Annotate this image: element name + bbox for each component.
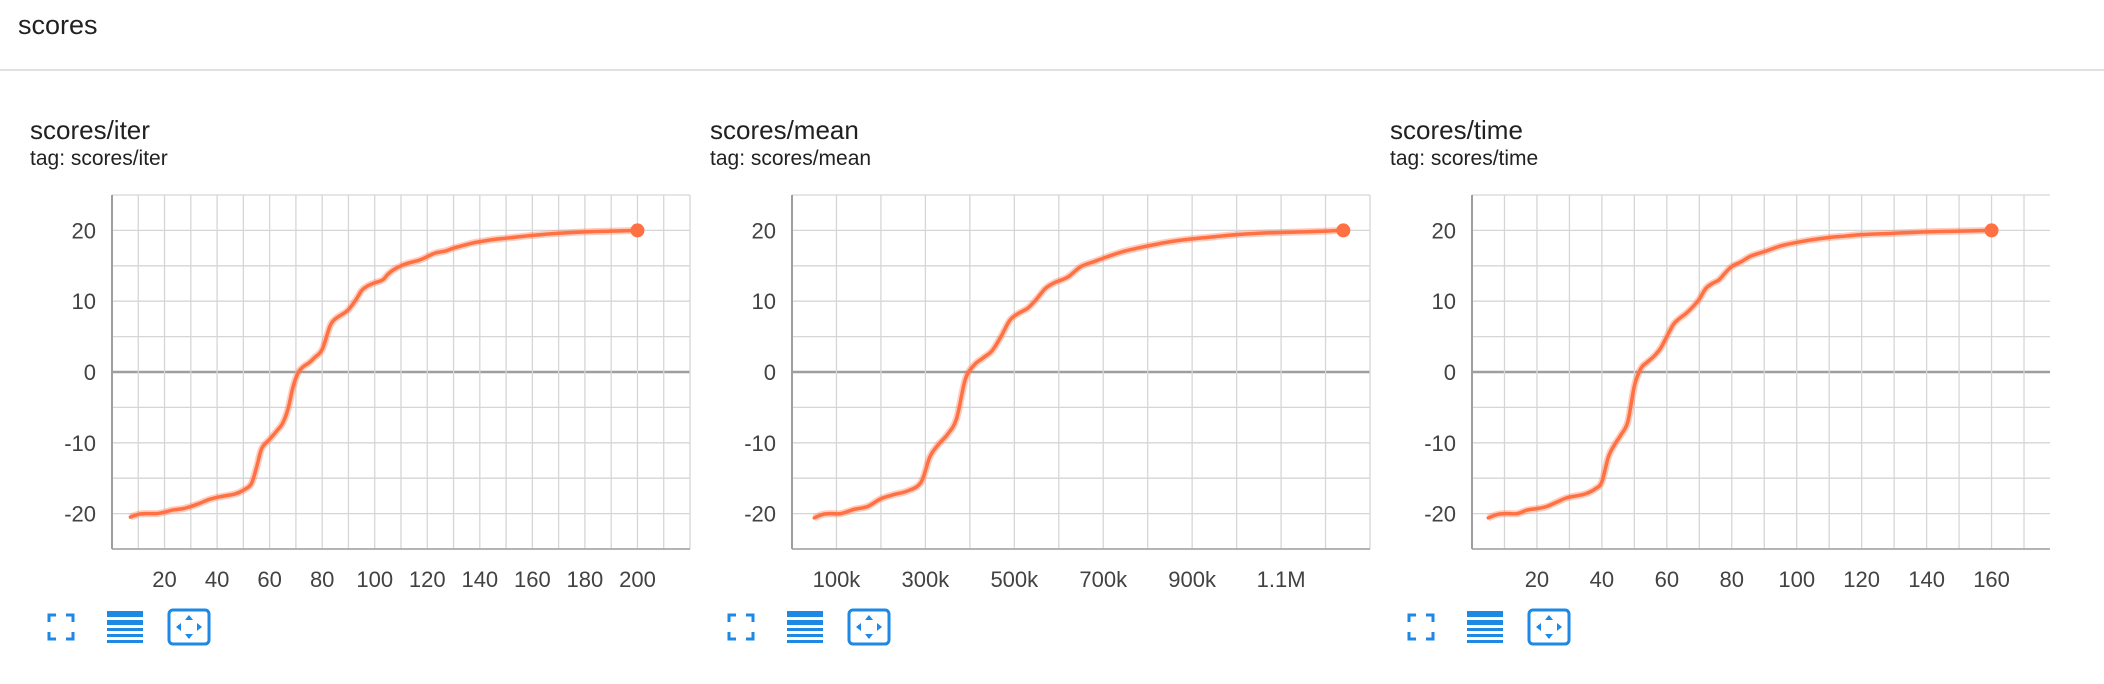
x-tick-label: 120	[1843, 567, 1880, 592]
x-tick-label: 500k	[990, 567, 1039, 592]
fullscreen-button[interactable]	[1399, 607, 1443, 647]
y-tick-label: 10	[752, 289, 776, 314]
card-title: scores/mean	[710, 115, 859, 145]
y-tick-label: -10	[1424, 431, 1456, 456]
x-tick-label: 60	[257, 567, 281, 592]
series-line	[812, 228, 1346, 520]
fullscreen-button[interactable]	[719, 607, 763, 647]
fullscreen-button[interactable]	[39, 607, 83, 647]
chart-card-scores-mean: scores/mean tag: scores/mean 20 10 0 -10 -20…	[680, 108, 1371, 658]
x-tick-label: 300k	[902, 567, 951, 592]
x-tick-label: 140	[461, 567, 498, 592]
fit-domain-icon	[847, 608, 891, 646]
card-tag: tag: scores/time	[1390, 147, 1539, 170]
section-header: scores	[0, 0, 2104, 71]
series-line-halo	[1486, 226, 1992, 522]
fit-domain-button[interactable]	[167, 607, 211, 647]
y-tick-label: 20	[752, 218, 776, 243]
grid	[791, 194, 1371, 550]
x-tick-label: 200	[619, 567, 656, 592]
section-title: scores	[18, 10, 98, 40]
x-tick-label: 20	[1525, 567, 1549, 592]
chart-card-scores-iter: scores/iter tag: scores/iter 20 10 0 -10 -20…	[0, 108, 691, 658]
y-tick-label: 10	[72, 289, 96, 314]
series-line	[1486, 228, 1994, 520]
x-tick-label: 160	[1973, 567, 2010, 592]
toggle-data-table-button[interactable]	[103, 607, 147, 647]
x-tick-label: 20	[152, 567, 176, 592]
y-tick-label: 10	[1432, 289, 1456, 314]
x-tick-label: 140	[1908, 567, 1945, 592]
y-tick-label: -10	[744, 431, 776, 456]
card-title: scores/time	[1390, 115, 1523, 145]
series-line-halo	[812, 226, 1344, 522]
y-tick-label: 20	[1432, 218, 1456, 243]
toggle-data-table-button[interactable]	[783, 607, 827, 647]
x-tick-label: 700k	[1079, 567, 1128, 592]
fullscreen-icon	[727, 613, 755, 641]
toggle-data-table-button[interactable]	[1463, 607, 1507, 647]
x-tick-label: 160	[514, 567, 551, 592]
x-tick-label: 1.1M	[1257, 567, 1306, 592]
x-tick-label: 100	[1778, 567, 1815, 592]
y-tick-label: 20	[72, 218, 96, 243]
x-tick-label: 900k	[1168, 567, 1217, 592]
fit-domain-button[interactable]	[847, 607, 891, 647]
fullscreen-icon	[1407, 613, 1435, 641]
y-tick-label: 0	[764, 360, 776, 385]
last-point-marker[interactable]	[1336, 223, 1351, 238]
y-tick-label: 0	[1444, 360, 1456, 385]
x-tick-label: 100k	[813, 567, 862, 592]
series-line-halo	[129, 226, 638, 521]
last-point-marker[interactable]	[1984, 223, 1999, 238]
card-title: scores/iter	[30, 115, 150, 145]
data-table-icon	[1467, 611, 1503, 643]
y-tick-label: -20	[1424, 502, 1456, 527]
y-tick-label: 0	[84, 360, 96, 385]
fit-domain-button[interactable]	[1527, 607, 1571, 647]
grid	[111, 194, 691, 550]
data-table-icon	[107, 611, 143, 643]
x-tick-label: 120	[409, 567, 446, 592]
x-tick-label: 100	[356, 567, 393, 592]
line-chart[interactable]: 20 10 0 -10 -20 100k 300k 500k 700k 900k 1.1M	[680, 188, 1380, 592]
x-tick-label: 40	[205, 567, 229, 592]
grid	[1471, 194, 2050, 550]
card-tag: tag: scores/mean	[710, 147, 872, 170]
last-point-marker[interactable]	[630, 223, 645, 238]
card-tag: tag: scores/iter	[30, 147, 168, 170]
x-tick-label: 180	[567, 567, 604, 592]
fit-domain-icon	[1527, 608, 1571, 646]
series-line	[128, 228, 640, 519]
chart-card-scores-time: scores/time tag: scores/time 20 10 0 -10 -20…	[1360, 108, 2050, 658]
data-table-icon	[787, 611, 823, 643]
fullscreen-icon	[47, 613, 75, 641]
y-tick-label: -20	[744, 502, 776, 527]
x-tick-label: 40	[1590, 567, 1614, 592]
y-tick-label: -20	[64, 502, 96, 527]
y-tick-label: -10	[64, 431, 96, 456]
x-tick-label: 60	[1655, 567, 1679, 592]
fit-domain-icon	[167, 608, 211, 646]
x-tick-label: 80	[310, 567, 334, 592]
x-tick-label: 80	[1720, 567, 1744, 592]
